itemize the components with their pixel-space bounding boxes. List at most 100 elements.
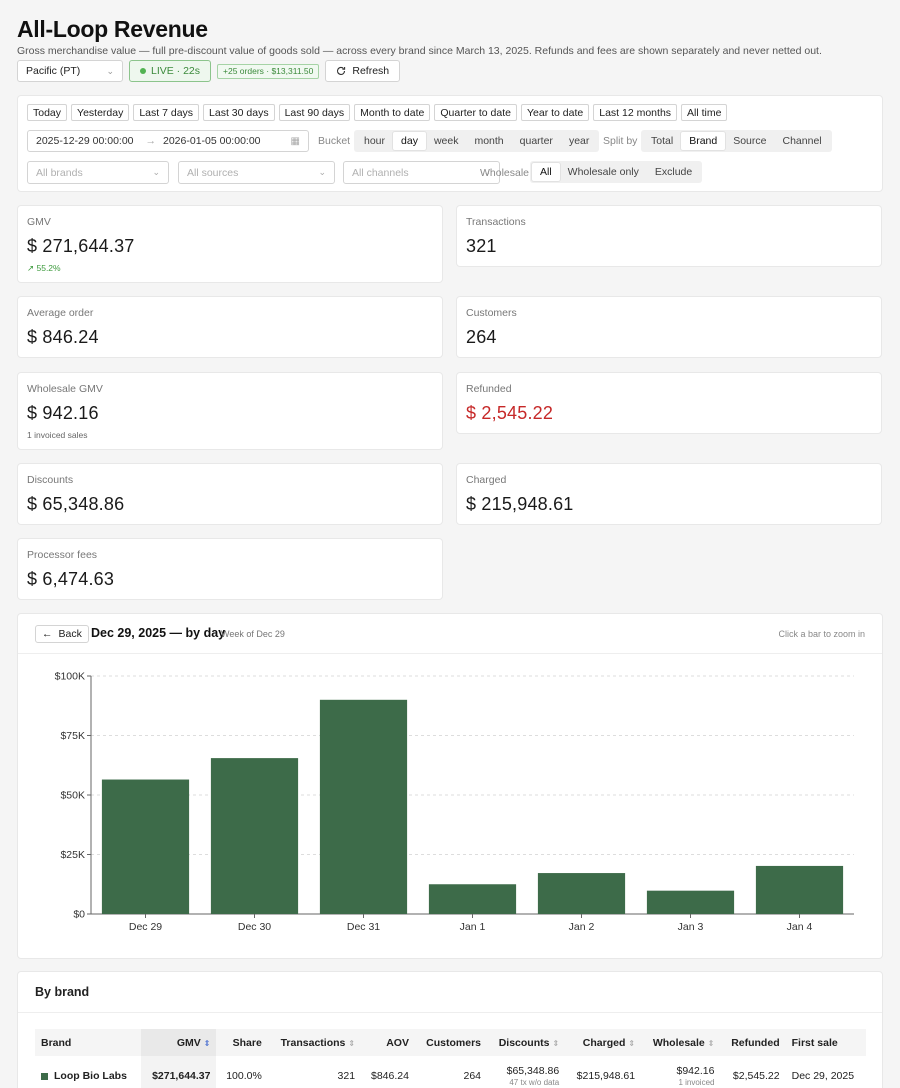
kpi-customers: Customers 264 bbox=[456, 296, 882, 358]
bucket-hour-option[interactable]: hour bbox=[364, 135, 386, 147]
col-share[interactable]: Share bbox=[216, 1029, 268, 1056]
cell-gmv: $271,644.37 bbox=[140, 1056, 217, 1088]
channels-filter[interactable]: All channels ⌄ bbox=[343, 161, 500, 184]
wholesale-wholesale-only-option[interactable]: Wholesale only bbox=[567, 166, 639, 178]
range-last-12-months-button[interactable]: Last 12 months bbox=[593, 104, 678, 121]
date-range-presets: Today Yesterday Last 7 days Last 30 days Las… bbox=[27, 104, 728, 121]
kpi-label: Average order bbox=[27, 307, 94, 319]
x-tick-label: Jan 2 bbox=[569, 921, 595, 933]
bar-dec-29[interactable] bbox=[101, 779, 190, 914]
kpi-value: 321 bbox=[466, 236, 497, 256]
x-tick-label: Jan 4 bbox=[787, 921, 813, 933]
bucket-toggle: hour day week month quarter year bbox=[354, 130, 600, 152]
split-toggle: Total Brand Source Channel bbox=[641, 130, 832, 152]
range-last-30-days-button[interactable]: Last 30 days bbox=[203, 104, 275, 121]
bucket-quarter-option[interactable]: quarter bbox=[519, 135, 553, 147]
bucket-month-option[interactable]: month bbox=[474, 135, 504, 147]
sort-icon: ⇕ bbox=[707, 1038, 715, 1048]
timezone-select[interactable]: Pacific (PT) ⌄ bbox=[17, 60, 123, 82]
y-tick-label: $0 bbox=[73, 909, 85, 921]
col-transactions[interactable]: Transactions ⇕ bbox=[267, 1029, 362, 1056]
live-indicator[interactable]: LIVE · 22s bbox=[129, 60, 212, 82]
chevron-down-icon: ⌄ bbox=[318, 167, 326, 177]
wholesale-exclude-option[interactable]: Exclude bbox=[654, 166, 693, 178]
discounts-note: 47 tx w/o data bbox=[509, 1078, 560, 1087]
refresh-icon bbox=[337, 66, 346, 75]
col-gmv[interactable]: GMV ⇕ bbox=[140, 1029, 217, 1056]
bar-jan-4[interactable] bbox=[755, 865, 844, 914]
col-brand[interactable]: Brand bbox=[35, 1029, 141, 1056]
range-today-button[interactable]: Today bbox=[27, 104, 68, 121]
date-start: 2025-12-29 00:00:00 bbox=[36, 135, 134, 147]
split-brand-option[interactable]: Brand bbox=[681, 132, 726, 150]
range-last-90-days-button[interactable]: Last 90 days bbox=[278, 104, 351, 121]
range-yesterday-button[interactable]: Yesterday bbox=[71, 104, 130, 121]
sources-filter[interactable]: All sources ⌄ bbox=[178, 161, 335, 184]
bar-jan-1[interactable] bbox=[428, 884, 517, 914]
date-range-field[interactable]: 2025-12-29 00:00:00 → 2026-01-05 00:00:0… bbox=[27, 130, 309, 152]
date-end: 2026-01-05 00:00:00 bbox=[163, 135, 261, 147]
cell-aov: $846.24 bbox=[370, 1070, 409, 1082]
wholesale-all-option[interactable]: All bbox=[532, 163, 560, 181]
kpi-label: Processor fees bbox=[27, 549, 98, 561]
refresh-button[interactable]: Refresh bbox=[325, 60, 401, 82]
sort-icon: ⇕ bbox=[552, 1038, 560, 1048]
kpi-discounts: Discounts $ 65,348.86 bbox=[17, 463, 443, 525]
kpi-label: Charged bbox=[466, 474, 507, 486]
range-month-to-date-button[interactable]: Month to date bbox=[354, 104, 431, 121]
range-year-to-date-button[interactable]: Year to date bbox=[520, 104, 590, 121]
kpi-label: Customers bbox=[466, 307, 517, 319]
sort-desc-icon: ⇕ bbox=[203, 1038, 211, 1048]
bar-dec-30[interactable] bbox=[210, 758, 299, 914]
bar-dec-31[interactable] bbox=[319, 699, 408, 914]
x-tick-label: Dec 30 bbox=[238, 921, 271, 933]
back-button[interactable]: ← Back bbox=[35, 625, 89, 643]
chart-title: Dec 29, 2025 — by day bbox=[91, 626, 226, 640]
chart-header: ← Back Dec 29, 2025 — by day Week of Dec… bbox=[18, 614, 882, 654]
col-charged[interactable]: Charged ⇕ bbox=[565, 1029, 642, 1056]
bucket-day-option[interactable]: day bbox=[393, 132, 426, 150]
range-last-7-days-button[interactable]: Last 7 days bbox=[133, 104, 200, 121]
bar-jan-2[interactable] bbox=[537, 873, 626, 914]
page-subtitle: Gross merchandise value — full pre-disco… bbox=[17, 45, 822, 57]
kpi-value: 264 bbox=[466, 327, 497, 347]
y-tick-label: $100K bbox=[55, 671, 85, 683]
range-quarter-to-date-button[interactable]: Quarter to date bbox=[434, 104, 517, 121]
gmv-chart-panel: ← Back Dec 29, 2025 — by day Week of Dec… bbox=[17, 613, 883, 959]
brands-filter[interactable]: All brands ⌄ bbox=[27, 161, 169, 184]
table-row[interactable]: Loop Bio Labs $271,644.37 100.0% 321 $84… bbox=[35, 1056, 866, 1088]
bar-jan-3[interactable] bbox=[646, 890, 735, 914]
sources-placeholder: All sources bbox=[187, 166, 239, 179]
kpi-value: $ 942.16 bbox=[27, 403, 99, 423]
bucket-year-option[interactable]: year bbox=[568, 135, 590, 147]
bucket-week-option[interactable]: week bbox=[433, 135, 459, 147]
live-label: LIVE · 22s bbox=[151, 65, 201, 77]
gmv-bar-chart: $0 $25K $50K $75K $100K Dec 29 Dec 30 Dec 31 Jan… bbox=[55, 671, 854, 933]
back-label: Back bbox=[58, 628, 82, 640]
kpi-change: ↗ 55.2% bbox=[27, 263, 61, 274]
chevron-down-icon: ⌄ bbox=[106, 65, 114, 76]
col-discounts[interactable]: Discounts ⇕ bbox=[487, 1029, 566, 1056]
col-customers[interactable]: Customers bbox=[414, 1029, 488, 1056]
arrow-right-icon: → bbox=[145, 135, 157, 147]
calendar-icon: ▦ bbox=[290, 135, 300, 147]
sort-icon: ⇕ bbox=[628, 1038, 636, 1048]
split-source-option[interactable]: Source bbox=[733, 135, 767, 147]
live-dot-icon bbox=[140, 68, 146, 74]
col-first-sale[interactable]: First sale bbox=[785, 1029, 866, 1056]
kpi-value: $ 215,948.61 bbox=[466, 494, 574, 514]
col-wholesale[interactable]: Wholesale ⇕ bbox=[641, 1029, 721, 1056]
chart-hint: Click a bar to zoom in bbox=[778, 629, 865, 639]
col-refunded[interactable]: Refunded bbox=[720, 1029, 786, 1056]
bucket-label: Bucket bbox=[318, 135, 351, 147]
range-all-time-button[interactable]: All time bbox=[681, 104, 728, 121]
col-aov[interactable]: AOV bbox=[361, 1029, 415, 1056]
split-total-option[interactable]: Total bbox=[651, 135, 674, 147]
kpi-label: GMV bbox=[27, 216, 51, 228]
top-toolbar: Pacific (PT) ⌄ LIVE · 22s +25 orders · $… bbox=[17, 60, 401, 82]
cell-refunded: $2,545.22 bbox=[732, 1070, 780, 1082]
split-channel-option[interactable]: Channel bbox=[782, 135, 822, 147]
kpi-refunded: Refunded $ 2,545.22 bbox=[456, 372, 882, 434]
x-tick-label: Jan 3 bbox=[678, 921, 704, 933]
y-tick-label: $75K bbox=[60, 730, 85, 742]
